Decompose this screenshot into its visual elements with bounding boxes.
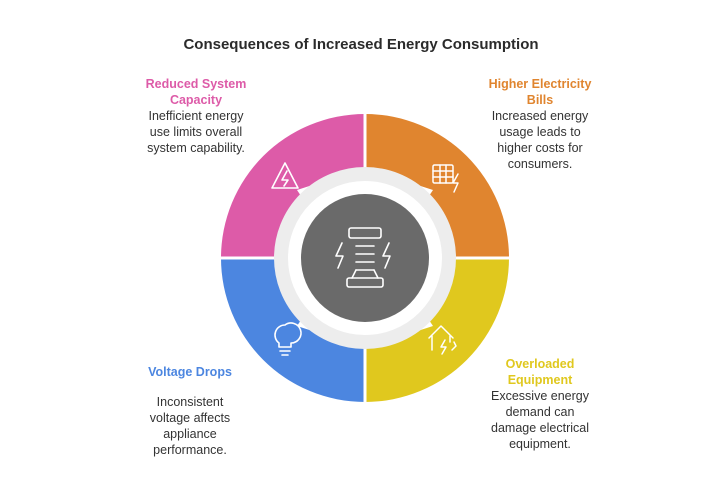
item-description: Inconsistent voltage affects appliance p… [149, 395, 231, 457]
item-overloaded-equipment: Overloaded Equipment Excessive energy de… [462, 356, 618, 452]
energy-stack-icon [335, 227, 391, 288]
item-heading: Higher Electricity Bills [488, 77, 592, 107]
warning-lightning-icon [271, 162, 299, 189]
item-heading: Reduced System Capacity [145, 77, 247, 107]
item-description: Inefficient energy use limits overall sy… [147, 109, 245, 155]
bill-lightning-icon [432, 164, 459, 193]
segment-voltage-drops [221, 258, 365, 402]
item-heading: Overloaded Equipment [505, 357, 575, 387]
lightbulb-icon [274, 322, 302, 356]
segment-reduced-capacity [221, 114, 365, 258]
inner-ring-band [274, 167, 456, 349]
diagram-title: Consequences of Increased Energy Consump… [183, 36, 539, 53]
item-description: Increased energy usage leads to higher c… [491, 109, 589, 171]
house-lightning-icon [428, 325, 457, 355]
segment-dividers [221, 114, 509, 402]
item-higher-bills: Higher Electricity Bills Increased energ… [462, 76, 618, 172]
item-heading: Voltage Drops [148, 365, 232, 379]
item-reduced-capacity: Reduced System Capacity Inefficient ener… [118, 76, 274, 156]
segment-higher-bills [365, 114, 509, 258]
item-voltage-drops: Voltage Drops Inconsistent voltage affec… [112, 364, 268, 458]
item-description: Excessive energy demand can damage elect… [491, 389, 589, 451]
center-circle [301, 194, 429, 322]
